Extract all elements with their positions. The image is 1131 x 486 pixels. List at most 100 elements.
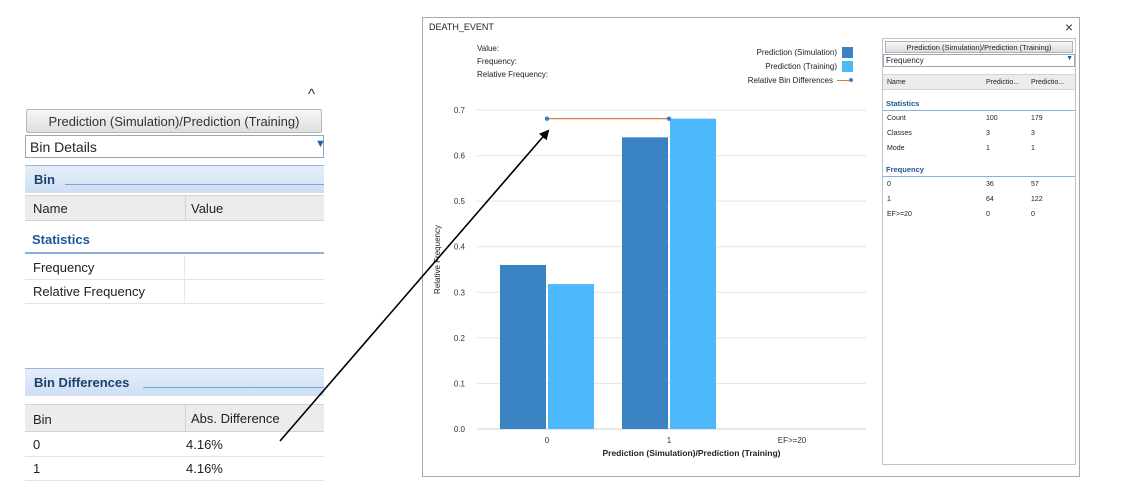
list-item[interactable]: Relative Frequency	[25, 280, 324, 304]
view-select-value: Frequency	[886, 56, 924, 65]
chart-area: Value: Frequency: Relative Frequency: 0.…	[423, 38, 883, 478]
diff-column-header: Bin Abs. Difference	[25, 404, 324, 432]
view-select[interactable]: Frequency ▼	[883, 54, 1075, 67]
cell-name: Count	[887, 115, 906, 122]
cell-training: 179	[1031, 115, 1043, 122]
legend-item-simulation[interactable]: Prediction (Simulation)	[748, 45, 853, 59]
cell-training: 3	[1031, 130, 1035, 137]
row-name: Frequency	[33, 260, 95, 275]
cell-abs-difference: 4.16%	[186, 437, 223, 452]
variable-pair-button[interactable]: Prediction (Simulation)/Prediction (Trai…	[885, 41, 1073, 53]
bin-group-header[interactable]: Bin	[25, 165, 324, 193]
y-tick-label: 0.7	[454, 106, 466, 115]
chevron-down-icon[interactable]: ▼	[1066, 55, 1073, 62]
column-value: Value	[185, 196, 223, 221]
table-row[interactable]: Classes 3 3	[883, 127, 1075, 142]
y-tick-label: 0.1	[454, 379, 466, 388]
table-row[interactable]: EF>=20 0 0	[883, 208, 1075, 223]
statistics-section: Statistics	[25, 230, 324, 254]
bin-column-header: Name Value	[25, 195, 324, 221]
close-icon[interactable]: ×	[1064, 19, 1073, 35]
list-item[interactable]: Frequency	[25, 256, 324, 280]
details-view-select[interactable]: Bin Details ▼	[25, 135, 324, 158]
y-tick-label: 0.6	[454, 152, 466, 161]
column-abs-difference: Abs. Difference	[185, 405, 280, 432]
y-tick-label: 0.2	[454, 334, 466, 343]
column-name: Name	[887, 79, 906, 86]
cell-name: 1	[887, 196, 891, 203]
bin-differences-label: Bin Differences	[34, 375, 130, 390]
cell-simulation: 36	[986, 181, 994, 188]
y-axis-label: Relative Frequency	[433, 225, 442, 294]
cell-training: 122	[1031, 196, 1043, 203]
cell-training: 0	[1031, 211, 1035, 218]
info-value-label: Value:	[477, 44, 500, 53]
legend-line-icon	[837, 77, 853, 83]
cell-simulation: 100	[986, 115, 998, 122]
y-tick-label: 0.3	[454, 288, 466, 297]
chevron-down-icon[interactable]: ▼	[315, 138, 324, 150]
table-row[interactable]: 0 36 57	[883, 178, 1075, 193]
hover-info: Value: Frequency: Relative Frequency:	[477, 42, 548, 81]
bin-differences-header[interactable]: Bin Differences	[25, 368, 324, 396]
legend-swatch	[842, 60, 853, 72]
divider	[65, 184, 324, 185]
cell-bin: 1	[33, 461, 41, 476]
divider	[143, 387, 324, 388]
cell-simulation: 3	[986, 130, 990, 137]
y-tick-label: 0.0	[454, 425, 466, 434]
table-row[interactable]: 0 4.16%	[25, 433, 324, 457]
window-title: DEATH_EVENT	[429, 22, 494, 32]
frequency-label: Frequency	[886, 165, 924, 174]
cell-simulation: 1	[986, 145, 990, 152]
frequency-section: Frequency	[883, 163, 1075, 177]
cell-name: 0	[887, 181, 891, 188]
histogram-window: DEATH_EVENT × Value: Frequency: Relative…	[422, 17, 1080, 477]
bin-group-label: Bin	[34, 172, 55, 187]
statistics-grid-panel: Prediction (Simulation)/Prediction (Trai…	[882, 38, 1076, 465]
cell-simulation: 0	[986, 211, 990, 218]
chart-legend: Prediction (Simulation) Prediction (Trai…	[748, 45, 853, 87]
variable-pair-button[interactable]: Prediction (Simulation)/Prediction (Trai…	[26, 109, 322, 133]
x-tick-label: EF>=20	[778, 436, 807, 445]
cell-simulation: 64	[986, 196, 994, 203]
column-simulation: Predictio...	[986, 79, 1020, 86]
grid-column-header: Name Predictio... Predictio...	[883, 74, 1075, 90]
statistics-section: Statistics	[883, 97, 1075, 111]
x-tick-label: 0	[545, 436, 550, 445]
table-row[interactable]: Mode 1 1	[883, 142, 1075, 157]
difference-point	[544, 116, 550, 121]
y-tick-label: 0.4	[454, 243, 466, 252]
table-row[interactable]: Count 100 179	[883, 112, 1075, 127]
cell-name: Classes	[887, 130, 912, 137]
table-row[interactable]: 1 4.16%	[25, 457, 324, 481]
difference-point	[666, 116, 672, 121]
statistics-label: Statistics	[886, 99, 920, 108]
cell-abs-difference: 4.16%	[186, 461, 223, 476]
y-tick-label: 0.5	[454, 197, 466, 206]
bar-training	[670, 118, 716, 429]
bar-chart[interactable]: 0.0 0.1 0.2 0.3 0.4 0.5 0.6 0.7 0 1 EF>=20 Predicti…	[423, 38, 883, 478]
cell-name: EF>=20	[887, 211, 912, 218]
bar-simulation	[622, 137, 668, 429]
legend-label: Relative Bin Differences	[747, 75, 833, 85]
collapse-caret-icon[interactable]: ^	[308, 86, 316, 103]
column-bin: Bin	[33, 412, 52, 427]
bar-simulation	[500, 264, 546, 429]
legend-label: Prediction (Training)	[765, 61, 837, 71]
details-view-value: Bin Details	[30, 138, 97, 155]
row-name: Relative Frequency	[33, 284, 145, 299]
legend-label: Prediction (Simulation)	[756, 47, 837, 57]
bar-training	[548, 284, 594, 429]
cell-training: 1	[1031, 145, 1035, 152]
table-row[interactable]: 1 64 122	[883, 193, 1075, 208]
legend-item-differences[interactable]: Relative Bin Differences	[748, 73, 853, 87]
info-relative-label: Relative Frequency:	[477, 70, 549, 79]
column-training: Predictio...	[1031, 79, 1065, 86]
cell-training: 57	[1031, 181, 1039, 188]
cell-name: Mode	[887, 145, 905, 152]
x-tick-label: 1	[667, 436, 672, 445]
column-name: Name	[33, 201, 68, 216]
legend-item-training[interactable]: Prediction (Training)	[748, 59, 853, 73]
legend-swatch	[842, 46, 853, 58]
